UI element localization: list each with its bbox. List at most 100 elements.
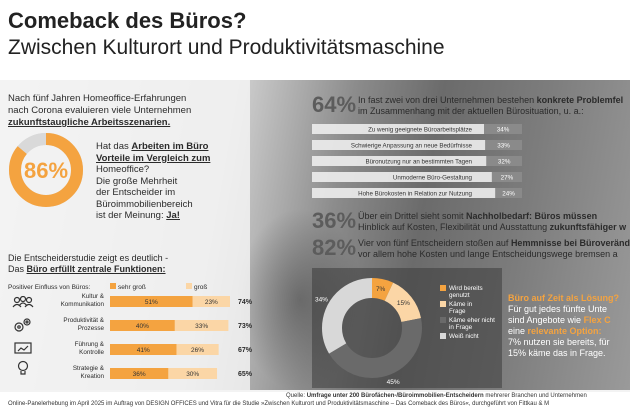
donut2-legend-label: Weiß nicht <box>449 333 479 340</box>
func-bar-total: 74% <box>238 299 252 306</box>
donut2-legend-label: genutzt <box>449 292 470 299</box>
office-title: Büro auf Zeit als Lösung? <box>508 293 620 303</box>
legend-label-sehr-gross: sehr groß <box>118 284 146 291</box>
stat-82-text: Vier von fünf Entscheidern stoßen auf He… <box>358 238 630 260</box>
func-bar-gross <box>176 344 219 355</box>
stat2-line1-a: Über ein Drittel sieht somit <box>358 211 467 221</box>
func-bar-value: 26% <box>191 347 204 354</box>
func-bar-total: 65% <box>238 371 252 378</box>
problem-bar-label: Hohe Bürokosten in Relation zur Nutzung <box>358 191 472 198</box>
func-category-label: Kontrolle <box>79 349 104 356</box>
problem-bar-value: 34% <box>497 127 510 134</box>
donut2-value-label: 34% <box>315 297 328 304</box>
problem-bar-value: 27% <box>501 175 514 182</box>
problem-bar-label: Schwierige Anpassung an neue Bedürfnisse <box>351 143 473 150</box>
stat2-line2-a: Hinblick auf Kosten, Flexibilität und Au… <box>358 222 550 232</box>
donut2-legend-swatch <box>440 285 446 291</box>
office-line5: 15% käme das in Frage. <box>508 348 606 358</box>
stat-36-value: 36% <box>312 208 357 233</box>
problem-bar <box>495 188 522 198</box>
functions-bar-chart: Kultur &Kommunikation 51% 23% 74% Produktivi… <box>61 293 252 380</box>
page-title: Comeback des Büros? <box>8 8 247 33</box>
office-line1: Für gut jedes fünfte Unte <box>508 304 608 314</box>
q-line4: Die große Mehrheit <box>96 175 178 187</box>
q-line2: Vorteile im Vergleich zum <box>96 152 211 164</box>
stat-82-value: 82% <box>312 235 357 260</box>
homeoffice-question: Hat das Arbeiten im Büro Vorteile im Ver… <box>96 141 246 222</box>
problem-bar <box>484 124 522 134</box>
intro-line-1: Nach fünf Jahren Homeoffice-Erfahrungen <box>8 93 187 104</box>
donut2-legend-label: Käme eher nicht <box>449 317 495 324</box>
legend-swatch-sehr-gross <box>110 283 116 289</box>
page-subtitle: Zwischen Kulturort und Produktivitätsmas… <box>8 36 445 59</box>
functions-intro: Die Entscheiderstudie zeigt es deutlich … <box>8 253 248 275</box>
func-bar-value: 30% <box>186 371 199 378</box>
func-intro-1: Die Entscheiderstudie zeigt es deutlich … <box>8 253 169 263</box>
donut2-slice <box>322 278 422 378</box>
donut2-legend-swatch <box>440 317 446 323</box>
func-category-label: Kultur & <box>82 293 105 300</box>
func-category-label: Prozesse <box>78 325 105 332</box>
func-bar-gross <box>168 368 218 379</box>
func-intro-2b: Büro erfüllt zentrale Funktionen: <box>26 264 166 274</box>
stat3-line1-b: Hemmnisse bei Büroverände <box>510 238 630 248</box>
leadership-icon <box>14 342 32 354</box>
func-bar-sehr-gross <box>110 320 175 331</box>
office-line2-b: Flex C <box>583 315 611 325</box>
problem-bar <box>486 156 522 166</box>
problem-bar <box>491 172 522 182</box>
gears-icon <box>14 318 31 332</box>
q-line1-b: Arbeiten im Büro <box>131 141 209 152</box>
functions-legend-title: Positiver Einfluss von Büros: <box>8 284 91 291</box>
stat3-line2: vor allem hohe Kosten und lange Entschei… <box>358 249 618 259</box>
donut2-legend-swatch <box>440 333 446 339</box>
office-line3-b: relevante Option: <box>527 326 602 336</box>
footer <box>0 392 630 412</box>
q-line6: Büroimmobilienbereich <box>96 198 193 210</box>
stat-64-value: 64% <box>312 92 357 117</box>
lightbulb-icon <box>17 360 29 375</box>
office-on-time-text: Büro auf Zeit als Lösung? Für gut jedes … <box>508 293 630 359</box>
stat-64-text: In fast zwei von drei Unternehmen besteh… <box>358 95 630 117</box>
q-line3: Homeoffice? <box>96 164 150 175</box>
func-bar-total: 67% <box>238 347 252 354</box>
func-bar-value: 41% <box>137 347 150 354</box>
stat1-line1-b: konkrete Problemfel <box>536 95 624 105</box>
func-category-label: Führung & <box>75 341 105 348</box>
legend-label-gross: groß <box>194 284 208 291</box>
donut-86-value: 86% <box>23 158 69 183</box>
func-bar-sehr-gross <box>110 368 169 379</box>
problem-fields-bar-chart: Zu wenig geeignete Bürоarbeitsplätze 34% S… <box>312 124 522 198</box>
problem-bar-label: Zu wenig geeignete Bürоarbeitsplätze <box>368 127 472 134</box>
stat1-line1-a: In fast zwei von drei Unternehmen besteh… <box>358 95 537 105</box>
func-bar-value: 51% <box>145 299 158 306</box>
stat-36-text: Über ein Drittel sieht somit Nachholbeda… <box>358 211 630 233</box>
func-bar-value: 40% <box>136 323 149 330</box>
problem-bar <box>485 140 522 150</box>
donut-86-slice <box>9 133 83 207</box>
legend-swatch-gross <box>186 283 192 289</box>
q-line5: der Entscheider im <box>96 187 176 198</box>
problem-bar-label: Büronutzung nur an bestimmten Tagen <box>365 159 472 166</box>
func-category-label: Kreation <box>81 373 105 380</box>
stat3-line1-a: Vier von fünf Entscheidern stoßen auf <box>358 238 511 248</box>
source-b: Umfrage unter 200 Bürofächen-/Büroimmobi… <box>306 393 484 399</box>
function-icons <box>12 296 34 375</box>
stat2-line1-b: Nachholbedarf: Büros müssen <box>466 211 598 221</box>
methodology-line: Online-Panelerhebung im April 2025 im Au… <box>8 401 550 407</box>
source-c: mehrerer Branchen und Unternehmen <box>483 393 587 399</box>
donut2-slice <box>322 278 422 378</box>
donut2-legend-label: Wird bereits <box>449 285 483 292</box>
problem-bar-track <box>312 172 522 182</box>
q-line7-a: ist der Meinung: <box>96 210 167 221</box>
stat2-line2-b: zukunftsfähiger w <box>549 222 627 232</box>
source-a: Quelle: <box>286 393 307 399</box>
func-bar-gross <box>192 296 230 307</box>
donut2-legend-label: Frage <box>449 308 466 315</box>
func-category-label: Produktivität & <box>63 317 104 324</box>
problem-bar-value: 33% <box>497 143 510 150</box>
problem-bar-value: 24% <box>502 191 515 198</box>
source-line: Quelle: Umfrage unter 200 Bürofächen-/Bü… <box>286 393 587 401</box>
problem-bar-label: Unmoderne Büro-Gestaltung <box>393 175 473 182</box>
